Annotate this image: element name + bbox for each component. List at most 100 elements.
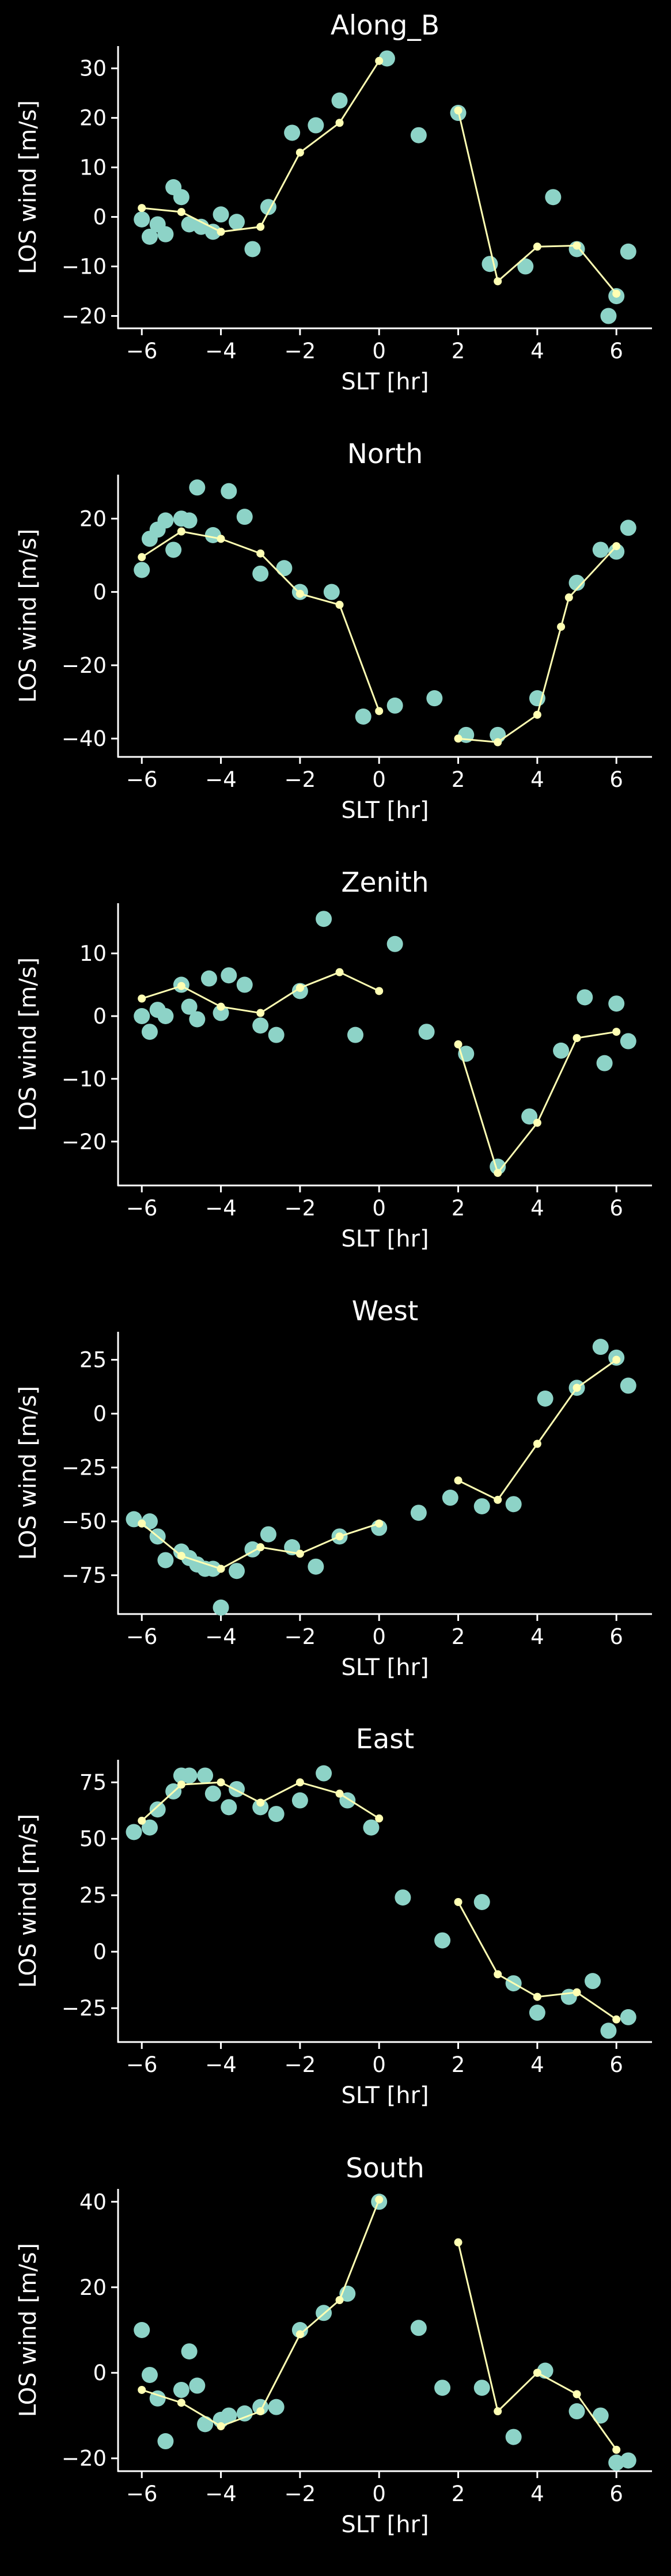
y-axis-label: LOS wind [m/s] [15,100,41,274]
line-marker [138,994,146,1003]
x-tick-label: −6 [126,1624,158,1649]
scatter-point [608,543,625,560]
x-tick-label: 2 [452,2482,465,2506]
scatter-point [157,1552,174,1569]
x-tick-label: 2 [452,2052,465,2077]
scatter-point [395,1889,411,1906]
x-tick-label: −6 [126,2482,158,2506]
x-tick-label: 6 [609,1624,623,1649]
y-tick-label: 25 [79,1348,107,1373]
scatter-point [134,562,150,578]
y-tick-label: 10 [79,156,107,180]
line-marker [177,1552,185,1560]
line-marker [217,1564,225,1573]
y-tick-label: −40 [62,726,107,751]
line-marker [256,1543,265,1552]
line-marker [573,1384,581,1392]
line-marker [295,2330,304,2339]
y-tick-label: −20 [62,1130,107,1154]
scatter-point [620,243,636,260]
scatter-point [181,2343,198,2360]
panel-title: Along_B [331,10,439,41]
line-marker [217,535,225,543]
x-axis-label: SLT [hr] [341,369,429,395]
scatter-point [434,1932,451,1949]
line-marker [612,2445,621,2454]
scatter-point [181,1767,198,1784]
line-marker [494,2407,502,2416]
scatter-point [410,2320,427,2336]
y-tick-label: 75 [79,1770,107,1795]
scatter-point [386,697,403,714]
line-marker [612,1355,621,1364]
line-marker [138,1816,146,1825]
series-line [457,110,617,294]
x-tick-label: 6 [609,339,623,363]
line-marker [138,204,146,213]
x-tick-label: −2 [285,2482,316,2506]
y-tick-label: 0 [93,2361,107,2385]
y-tick-label: 10 [79,941,107,966]
scatter-point [236,509,253,525]
scatter-point [204,223,221,240]
scatter-point [236,2405,253,2422]
scatter-point [529,2005,545,2021]
scatter-point [442,1490,458,1506]
y-tick-label: −20 [62,2446,107,2471]
x-tick-label: 2 [452,1196,465,1221]
x-tick-label: −6 [126,767,158,792]
line-marker [375,1814,384,1823]
scatter-point [284,124,301,141]
line-marker [454,2238,463,2247]
line-marker [454,1476,463,1485]
series-line [457,1901,617,2021]
x-axis-label: SLT [hr] [341,1226,429,1252]
line-marker [177,982,185,990]
scatter-point [173,189,189,206]
scatter-point [600,308,617,324]
line-marker [138,1519,146,1528]
y-tick-label: 0 [93,1939,107,1964]
panel-east: East −6 −4 −2 0 2 4 6 −25 0 25 50 75 SLT [hr] LOS wind… [15,1723,652,2109]
series-line [458,545,617,744]
line-marker [335,1532,344,1541]
line-marker [177,207,185,216]
scatter-point [308,1558,324,1575]
scatter-point [252,1799,269,1816]
line-marker [138,2385,146,2394]
line-marker [454,106,463,115]
x-tick-label: 6 [609,2052,623,2077]
scatter-point [600,2022,617,2039]
line-marker [533,1119,541,1127]
scatter-point [517,258,534,275]
scatter-point [553,1042,570,1059]
scatter-point [165,541,182,558]
line-marker [335,1789,344,1798]
x-axis-label: SLT [hr] [341,797,429,824]
y-axis-label: LOS wind [m/s] [15,957,41,1131]
line-marker [217,228,225,236]
scatter-point [236,976,253,993]
scatter-point [410,1505,427,1521]
line-marker [573,1988,581,1997]
scatter-point [308,117,324,134]
line-marker [375,56,384,65]
scatter-point [221,967,237,984]
panel-title: North [347,438,423,470]
y-axis-label: LOS wind [m/s] [15,1814,41,1988]
scatter-point [355,709,371,725]
scatter-point [181,998,198,1015]
x-tick-label: 0 [372,767,386,792]
line-marker [564,593,573,602]
line-marker [573,1034,581,1043]
y-tick-label: 0 [93,580,107,605]
scatter-point [585,1973,601,1990]
x-axis-label: SLT [hr] [341,2511,429,2538]
line-marker [295,1778,304,1787]
line-marker [177,1781,185,1789]
x-tick-label: −4 [205,2482,237,2506]
line-marker [454,734,463,743]
line-marker [454,1897,463,1906]
line-marker [533,2369,541,2377]
line-marker [494,1970,502,1979]
